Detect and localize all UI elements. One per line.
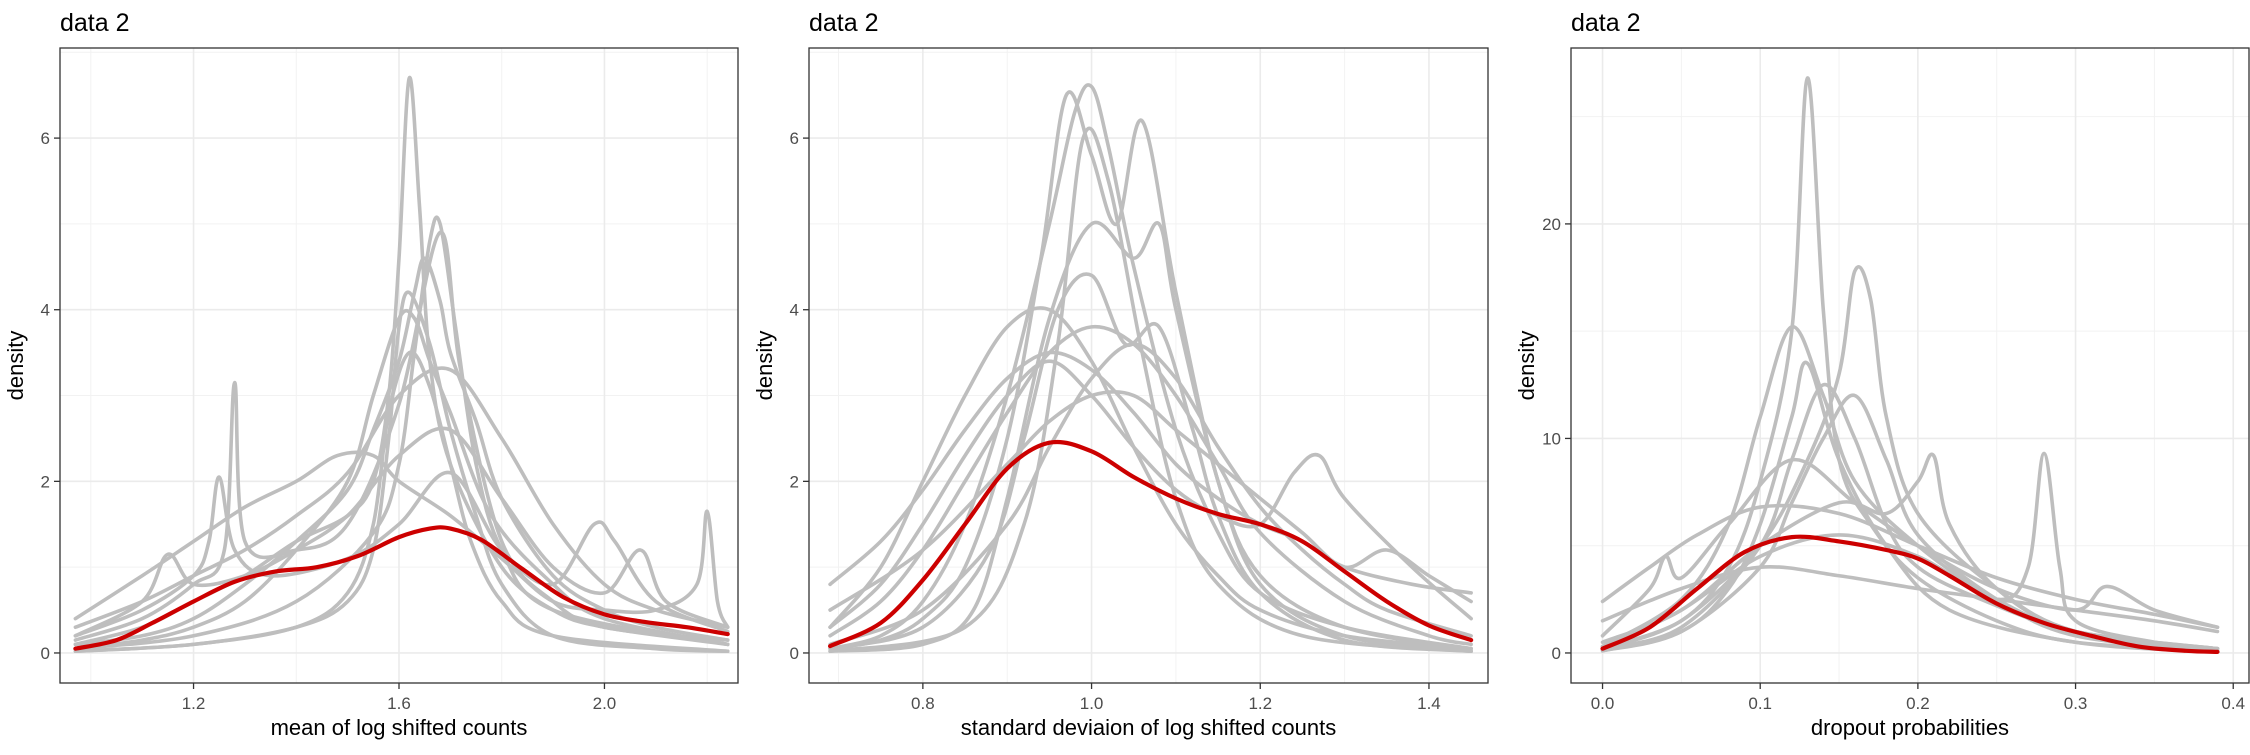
density-line bbox=[828, 342, 1473, 647]
x-tick-label: 0.8 bbox=[911, 694, 935, 713]
x-tick-label: 1.2 bbox=[1248, 694, 1272, 713]
y-tick-label: 4 bbox=[41, 301, 50, 320]
y-tick-label: 2 bbox=[41, 472, 50, 491]
density-line bbox=[828, 306, 1473, 651]
x-axis-label: standard deviaion of log shifted counts bbox=[961, 715, 1336, 740]
x-tick-label: 0.0 bbox=[1591, 694, 1615, 713]
density-line bbox=[828, 83, 1473, 651]
density-line bbox=[828, 220, 1473, 654]
density-line bbox=[828, 359, 1473, 630]
density-line bbox=[73, 450, 730, 630]
y-tick-label: 2 bbox=[790, 472, 799, 491]
density-line bbox=[73, 470, 730, 638]
density-line bbox=[73, 366, 730, 630]
density-line bbox=[73, 350, 730, 654]
y-tick-label: 0 bbox=[1552, 644, 1561, 663]
density-line bbox=[828, 90, 1473, 651]
y-tick-label: 20 bbox=[1542, 215, 1561, 234]
panel-border bbox=[1570, 47, 2250, 684]
y-tick-label: 6 bbox=[790, 129, 799, 148]
chart-title: data 2 bbox=[60, 9, 130, 37]
series-group bbox=[1600, 76, 2220, 654]
density-line bbox=[1600, 564, 2220, 634]
series-group bbox=[827, 83, 1474, 654]
density-line bbox=[73, 256, 730, 647]
chart-panel-1: 1.2 1.6 2.0 0 2 4 6 data 2 mean of log shifted c… bbox=[3, 9, 739, 740]
x-tick-label: 0.1 bbox=[1748, 694, 1772, 713]
density-line bbox=[73, 426, 730, 638]
x-axis-label: dropout probabilities bbox=[1811, 715, 2009, 740]
chart-panel-3: 0.0 0.1 0.2 0.3 0.4 0 10 20 data 2 dropout probab… bbox=[1514, 9, 2250, 740]
density-line bbox=[1600, 458, 2220, 638]
density-line bbox=[828, 324, 1473, 647]
chart-panel-2: 0.8 1.0 1.2 1.4 0 2 4 6 data 2 standard deviaion … bbox=[752, 9, 1489, 740]
y-tick-label: 6 bbox=[41, 129, 50, 148]
x-tick-label: 0.4 bbox=[2221, 694, 2245, 713]
y-axis-label: density bbox=[3, 331, 28, 401]
x-tick-label: 1.2 bbox=[182, 694, 206, 713]
mean-density-line bbox=[73, 525, 730, 651]
y-tick-label: 0 bbox=[790, 644, 799, 663]
mean-density-line bbox=[1600, 534, 2220, 654]
y-tick-label: 10 bbox=[1542, 429, 1561, 448]
density-line bbox=[828, 272, 1473, 654]
x-axis-label: mean of log shifted counts bbox=[271, 715, 528, 740]
density-line bbox=[1600, 360, 2220, 654]
chart-title: data 2 bbox=[1571, 9, 1641, 37]
x-tick-label: 0.2 bbox=[1906, 694, 1930, 713]
density-line bbox=[828, 126, 1473, 654]
x-tick-label: 2.0 bbox=[593, 694, 617, 713]
y-tick-label: 4 bbox=[790, 301, 799, 320]
series-group bbox=[73, 75, 730, 654]
density-line bbox=[1600, 76, 2220, 653]
panel-border bbox=[808, 47, 1489, 684]
y-axis-label: density bbox=[1514, 331, 1539, 401]
x-tick-label: 0.3 bbox=[2064, 694, 2088, 713]
density-line bbox=[73, 215, 730, 651]
x-tick-label: 1.0 bbox=[1080, 694, 1104, 713]
x-tick-label: 1.6 bbox=[387, 694, 411, 713]
density-line bbox=[1600, 503, 2220, 630]
chart-title: data 2 bbox=[809, 9, 879, 37]
y-tick-label: 0 bbox=[41, 644, 50, 663]
x-tick-label: 1.4 bbox=[1417, 694, 1441, 713]
mean-density-line bbox=[827, 439, 1474, 649]
density-line bbox=[828, 389, 1473, 612]
y-axis-label: density bbox=[752, 331, 777, 401]
